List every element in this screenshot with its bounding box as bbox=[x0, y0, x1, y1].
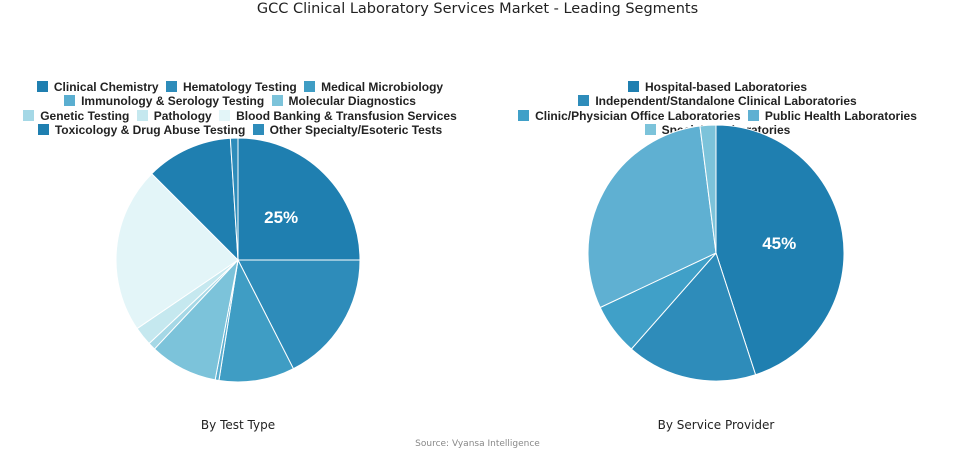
legend-label: Medical Microbiology bbox=[321, 80, 444, 94]
pie-slice[interactable] bbox=[218, 258, 295, 383]
legend-swatch bbox=[136, 109, 148, 121]
legend-item[interactable]: Independent/Standalone Clinical Laborato… bbox=[578, 94, 857, 109]
pie-slice[interactable] bbox=[237, 259, 361, 370]
legend-item[interactable]: Immunology & Serology Testing bbox=[64, 94, 264, 108]
legend-label: Clinical Chemistry bbox=[53, 80, 159, 94]
legend-swatch bbox=[627, 81, 639, 92]
legend-label: Molecular Diagnostics bbox=[288, 94, 416, 109]
legend-label: Other Specialty/Esoteric Tests bbox=[269, 122, 443, 137]
legend-label: Blood Banking & Transfusion Services bbox=[236, 108, 457, 123]
legend-label: Hospital-based Laboratories bbox=[644, 80, 808, 94]
legend-label: Hematology Testing bbox=[182, 80, 297, 94]
pie-slice[interactable] bbox=[115, 173, 239, 330]
legend-swatch bbox=[304, 81, 316, 92]
legend-swatch bbox=[165, 81, 177, 92]
legend-item[interactable]: Public Health Laboratories bbox=[747, 108, 917, 123]
legend-item[interactable]: Hospital-based Laboratories bbox=[627, 80, 808, 94]
legend-swatch bbox=[64, 95, 76, 107]
legend-label: Independent/Standalone Clinical Laborato… bbox=[595, 94, 857, 109]
subtitle-test-type: By Test Type bbox=[200, 418, 276, 432]
source-note: Source: Vyansa Intelligence bbox=[415, 439, 540, 449]
legend-swatch bbox=[37, 123, 49, 135]
legend-swatch bbox=[23, 109, 35, 121]
legend-swatch bbox=[518, 109, 530, 121]
legend-swatch bbox=[219, 109, 231, 121]
legend-item[interactable]: Medical Microbiology bbox=[304, 80, 443, 94]
legend-label: Public Health Laboratories bbox=[764, 108, 917, 123]
legend-item[interactable]: Hematology Testing bbox=[165, 80, 297, 94]
chart-title: GCC Clinical Laboratory Services Market … bbox=[256, 1, 699, 17]
legend-swatch bbox=[578, 95, 590, 107]
legend-test-type: Clinical Chemistry Hematology Testing Me… bbox=[20, 80, 460, 137]
legend-label: Pathology bbox=[153, 108, 212, 123]
legend-swatch bbox=[36, 81, 48, 92]
pie-slice[interactable] bbox=[587, 125, 717, 309]
legend-item[interactable]: Genetic Testing bbox=[23, 109, 129, 123]
pie-slice[interactable] bbox=[630, 252, 757, 382]
legend-item[interactable]: Pathology bbox=[136, 108, 212, 123]
data-label: 45% bbox=[762, 234, 796, 253]
legend-item[interactable]: Other Specialty/Esoteric Tests bbox=[252, 122, 443, 137]
legend-swatch bbox=[644, 123, 656, 135]
legend-item[interactable]: Toxicology & Drug Abuse Testing bbox=[37, 122, 246, 137]
legend-label: Toxicology & Drug Abuse Testing bbox=[54, 122, 246, 137]
legend-item[interactable]: Blood Banking & Transfusion Services bbox=[219, 109, 457, 123]
pie-slice[interactable] bbox=[715, 124, 845, 376]
subtitle-service-provider: By Service Provider bbox=[657, 418, 775, 432]
pie-slice[interactable] bbox=[699, 124, 717, 254]
legend-swatch bbox=[271, 95, 283, 107]
pie-slice[interactable] bbox=[151, 137, 239, 262]
pie-slice[interactable] bbox=[237, 137, 361, 261]
legend-label: Immunology & Serology Testing bbox=[81, 94, 265, 109]
legend-label: Clinic/Physician Office Laboratories bbox=[535, 108, 741, 123]
data-label: 25% bbox=[264, 208, 298, 227]
pie-slice[interactable] bbox=[229, 137, 239, 261]
legend-swatch bbox=[252, 123, 264, 135]
legend-item[interactable]: Molecular Diagnostics bbox=[271, 94, 416, 109]
legend-label: Genetic Testing bbox=[40, 108, 130, 123]
legend-item[interactable]: Clinical Chemistry bbox=[36, 80, 159, 94]
legend-swatch bbox=[747, 109, 759, 121]
legend-item[interactable]: Clinic/Physician Office Laboratories bbox=[518, 108, 741, 123]
